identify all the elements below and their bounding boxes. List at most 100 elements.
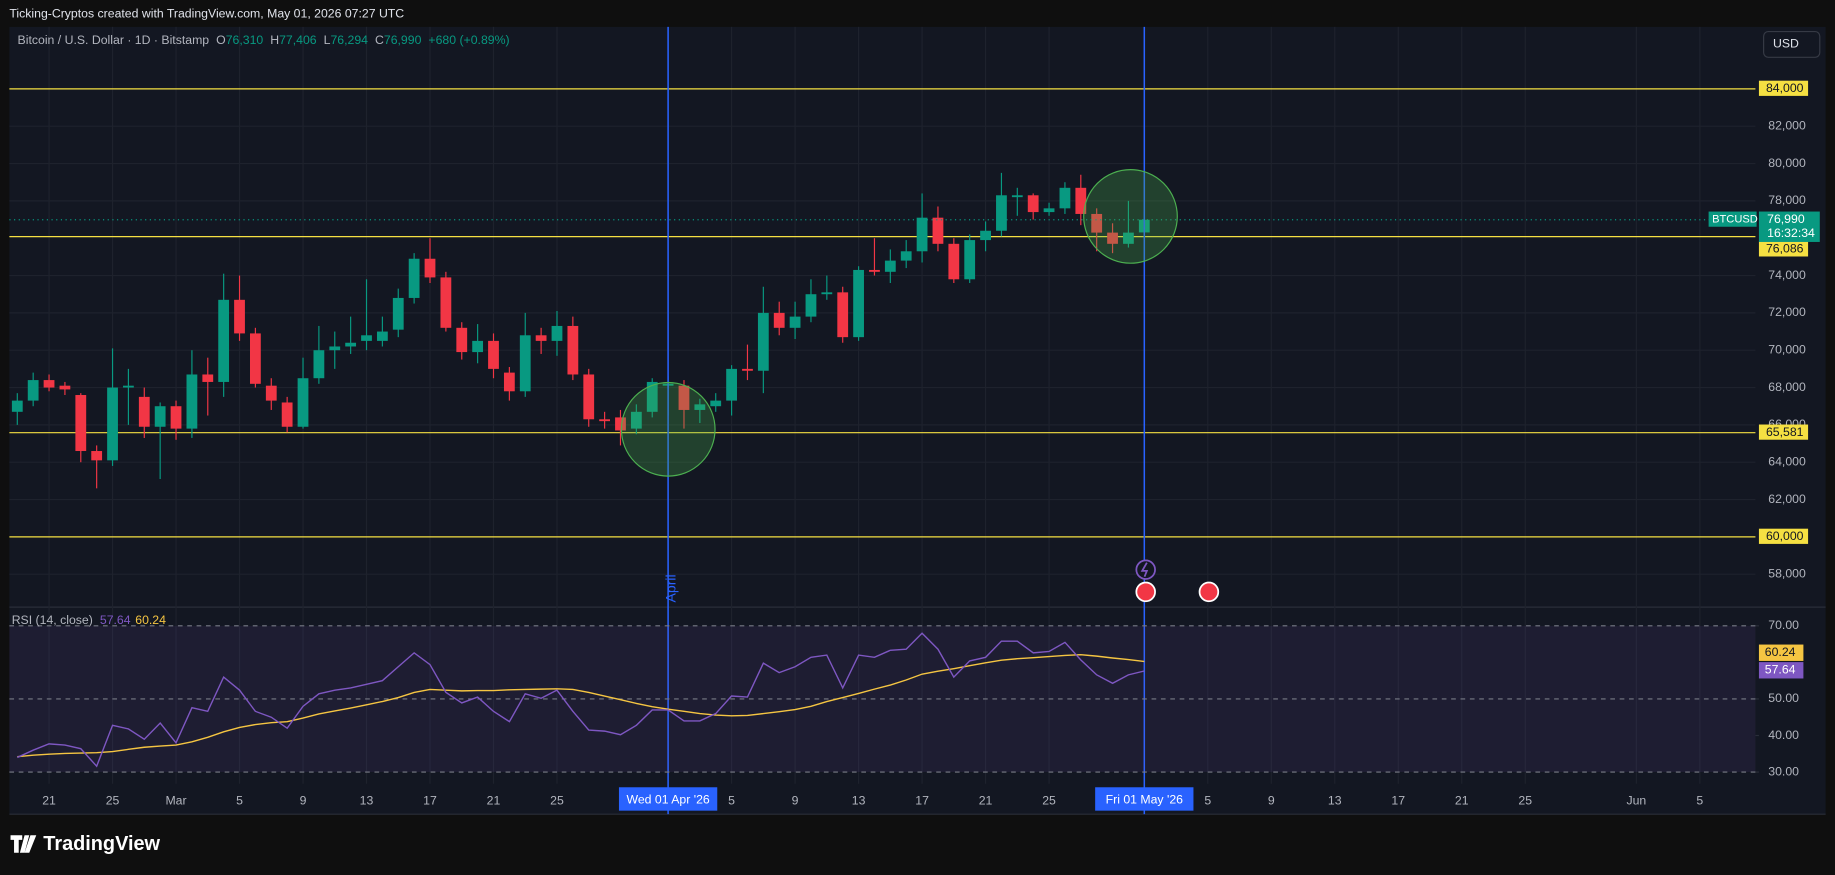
event-flag[interactable]: [1135, 581, 1156, 603]
level-label-box: [1758, 80, 1809, 96]
panes: 58,00062,00064,00066,00068,00070,00072,0…: [9, 26, 1820, 815]
candle-body: [551, 325, 563, 341]
candle-body: [376, 331, 388, 341]
highlight-circle: [1083, 169, 1178, 264]
candle-body: [281, 402, 293, 427]
legend-key: L: [324, 33, 331, 47]
candle-body: [1011, 195, 1023, 198]
candle-body: [488, 340, 499, 369]
candle-body: [1027, 195, 1039, 213]
legend-key: C: [375, 33, 384, 47]
last-price-label: 76,990: [1767, 212, 1805, 226]
last-price-box: [1758, 211, 1820, 242]
x-tick-label: 9: [1268, 794, 1275, 808]
candle-body: [361, 335, 372, 341]
candle-body: [59, 385, 71, 390]
candle-body: [773, 312, 785, 328]
candle-body: [138, 396, 150, 427]
candle-body: [599, 419, 611, 422]
candle-body: [757, 312, 769, 371]
candle-body: [726, 368, 737, 401]
y-tick-label: 62,000: [1768, 492, 1806, 506]
candle-body: [440, 277, 452, 328]
x-tick-label: 21: [487, 794, 501, 808]
change: +680 (+0.89%): [428, 33, 509, 47]
credit: Ticking-Cryptos created with TradingView…: [9, 6, 404, 20]
x-tick-label: 21: [42, 794, 56, 808]
marker-label: Wed 01 Apr '26: [626, 792, 709, 806]
marker-annotation: April: [662, 574, 678, 602]
candle-body: [503, 372, 515, 392]
candle-body: [789, 316, 801, 328]
event-icon[interactable]: [1135, 559, 1156, 580]
candle-body: [456, 327, 468, 353]
level-label: 84,000: [1766, 81, 1804, 95]
rsi-value: 57.64: [100, 613, 131, 627]
candle-body: [916, 217, 928, 252]
legend-value: 77,406: [279, 33, 317, 47]
candle-body: [583, 374, 595, 420]
rsi-ma-value: 60.24: [135, 613, 166, 627]
candle-body: [1059, 187, 1071, 209]
marker-label: Fri 01 May '26: [1106, 792, 1184, 806]
candle-body: [964, 240, 976, 280]
level-label-box: [1758, 241, 1809, 257]
rsi-legend: RSI (14, close) 57.64 60.24: [12, 613, 166, 627]
candle-body: [535, 335, 547, 341]
candle-body: [694, 404, 706, 410]
candle-body: [519, 335, 531, 392]
legend-value: 76,990: [384, 33, 422, 47]
rsi-title: RSI (14, close): [12, 613, 93, 627]
currency-button[interactable]: [1763, 30, 1821, 58]
candle-body: [900, 251, 912, 261]
candle-body: [11, 400, 23, 412]
y-tick-label: 82,000: [1768, 118, 1806, 132]
candle-body: [218, 299, 230, 382]
candle-body: [932, 217, 944, 244]
x-tick-label: 17: [915, 794, 929, 808]
marker-label-box: [1095, 787, 1194, 811]
legend-key: O: [216, 33, 226, 47]
y-tick-label: 74,000: [1768, 268, 1806, 282]
logo-text: TradingView: [43, 833, 160, 855]
x-tick-label: 25: [1518, 794, 1532, 808]
candle-body: [1043, 208, 1055, 213]
candle-body: [107, 387, 118, 461]
rsi-tick-label: 30.00: [1768, 764, 1799, 778]
level-label: 65,581: [1766, 425, 1804, 439]
candle-body: [329, 346, 341, 351]
level-label-box: [1758, 528, 1809, 544]
candle-body: [202, 374, 214, 382]
x-tick-label: 13: [852, 794, 866, 808]
lightning: [1140, 562, 1149, 578]
legend-key: H: [270, 33, 279, 47]
legend-value: 76,310: [226, 33, 264, 47]
candle-body: [392, 297, 404, 330]
candle-body: [980, 230, 991, 241]
x-tick-label: 25: [550, 794, 564, 808]
candle-body: [250, 333, 261, 384]
x-tick-label: 25: [1042, 794, 1056, 808]
candle-body: [27, 380, 39, 401]
rsi-ma-line: [17, 654, 1145, 758]
event-flag[interactable]: [1198, 581, 1220, 603]
candle-body: [408, 258, 420, 298]
highlight-circle: [620, 381, 716, 477]
candle-body: [948, 243, 960, 280]
countdown: 16:32:34: [1767, 226, 1815, 240]
rsi-value-box: [1758, 662, 1804, 679]
x-tick-label: 13: [1328, 794, 1342, 808]
candle-body: [869, 269, 880, 272]
currency[interactable]: USD: [1773, 37, 1799, 51]
x-tick-label: 5: [1204, 794, 1211, 808]
x-tick-label: 5: [728, 794, 735, 808]
y-tick-label: 58,000: [1768, 566, 1806, 580]
y-tick-label: 68,000: [1768, 380, 1806, 394]
candle-body: [853, 269, 864, 338]
candle-body: [710, 400, 722, 407]
symbol-label: BTCUSD: [1712, 214, 1758, 226]
x-tick-label: 21: [1455, 794, 1469, 808]
candle-body: [821, 292, 833, 295]
